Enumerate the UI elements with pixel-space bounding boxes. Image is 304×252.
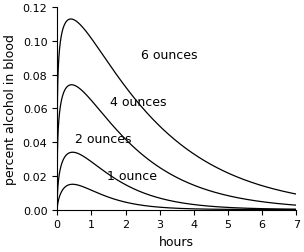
Y-axis label: percent alcohol in blood: percent alcohol in blood xyxy=(4,34,17,184)
Text: 6 ounces: 6 ounces xyxy=(141,49,197,61)
Text: 1 ounce: 1 ounce xyxy=(107,170,157,182)
Text: 4 ounces: 4 ounces xyxy=(110,96,167,109)
Text: 2 ounces: 2 ounces xyxy=(75,133,131,145)
X-axis label: hours: hours xyxy=(159,235,194,248)
